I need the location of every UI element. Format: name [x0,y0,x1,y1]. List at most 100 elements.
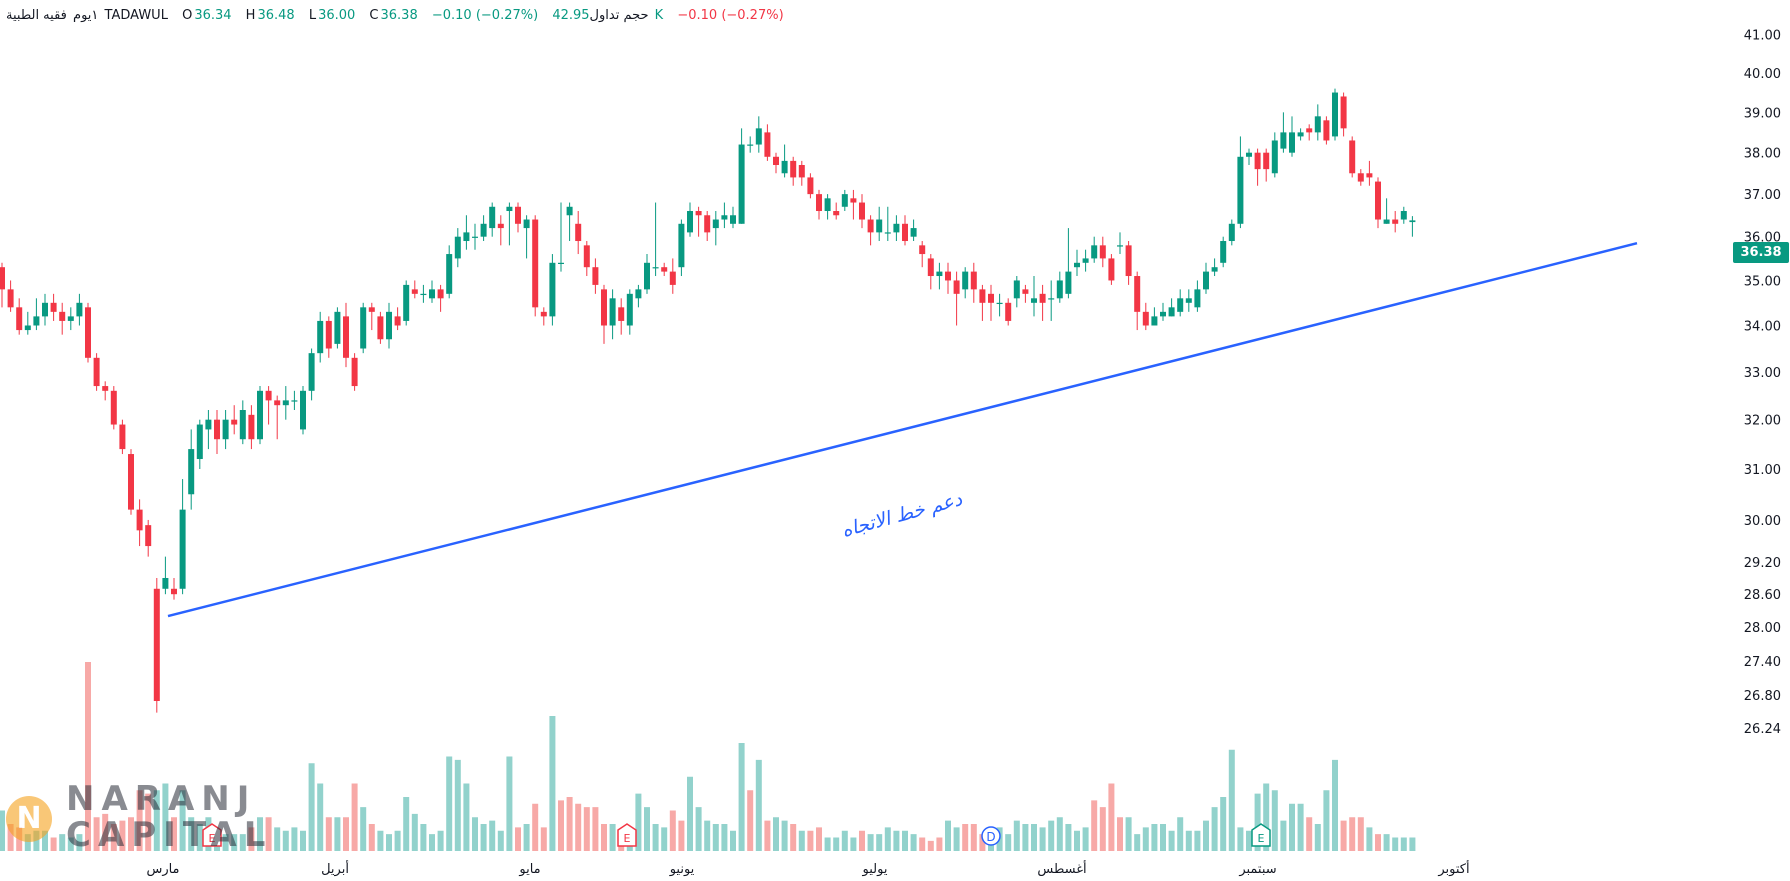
volume-bar [927,840,934,851]
dividend-marker-letter: D [986,830,995,844]
volume-bar [188,817,195,851]
candle-body [1031,298,1037,303]
candle-body [472,236,478,238]
candle-body [334,311,341,344]
volume-bar [1297,803,1304,851]
candle-body [764,132,771,157]
volume-bar [50,837,57,851]
volume-bar [1177,817,1184,851]
volume-bar [910,834,917,851]
close-label: C [369,8,379,23]
candle-body [1271,140,1278,174]
change-value: −0.10 (−0.27%) [431,8,539,23]
candle [136,499,143,547]
candle [764,124,771,161]
candle [179,479,186,595]
support-trendline[interactable] [167,241,1638,618]
candle [119,419,126,455]
candle-body [592,267,599,285]
volume-bar [1289,803,1295,851]
candle-body [33,316,40,326]
candle [325,316,332,358]
candle-body [222,419,229,440]
candle [171,577,177,600]
candle [110,386,117,430]
high-label: H [245,8,256,23]
candle-body [394,316,401,326]
volume-bar [592,807,599,851]
candle [231,405,238,435]
candle-body [1211,267,1218,272]
earnings-marker[interactable]: E [202,823,222,847]
candle-body [644,262,650,290]
candle-body [1332,92,1338,137]
volume-bar [850,837,857,851]
candle [523,215,530,259]
volume-bar [747,790,754,851]
candle-body [609,298,616,326]
candle [902,215,908,246]
candle-body [85,307,91,358]
candle [454,228,461,268]
price-tick-label: 34.00 [1744,319,1781,334]
candle-body [1117,245,1123,247]
candle-body [1375,181,1381,220]
candle [1194,280,1201,312]
candle-body [798,165,805,178]
candle-body [1306,128,1313,133]
candle [93,353,100,391]
time-axis[interactable]: مارس أبريل مايو يونيو يوليو أغسطس سبتمبر أكتوبر [146,860,1469,877]
candle-body [1246,152,1252,157]
price-tick-label: 26.80 [1744,689,1781,704]
candle [334,307,341,349]
price-tick-label: 37.00 [1744,188,1781,203]
month-tick-label: أبريل [321,860,349,877]
interval-label[interactable]: ١يوم [73,8,99,23]
candle-body [1142,311,1149,326]
trendline-group[interactable] [167,241,1638,618]
candle [1005,298,1012,326]
volume-bar [33,830,40,851]
candle [609,289,616,340]
candle [1185,289,1192,312]
dividend-marker[interactable]: D [981,826,1001,846]
candle-body [790,160,797,178]
candle-body [205,419,212,430]
candle-body [936,271,943,277]
candle-body [1340,96,1347,129]
volume-bar [919,837,926,851]
earnings-marker[interactable]: E [1251,823,1271,847]
logo-line1: NARANJ [66,779,257,819]
candle [188,429,195,510]
volume-bar [644,807,650,851]
candle-body [446,254,453,294]
earnings-marker[interactable]: E [617,823,637,847]
volume-bar [42,830,48,851]
candle-body [1349,140,1356,174]
candle [394,307,401,331]
price-axis[interactable]: 41.00 40.00 39.00 38.00 37.00 36.00 35.00 34.00… [1744,29,1781,737]
candle [128,449,134,515]
candle [1314,104,1321,141]
candle [755,116,762,153]
candle-body [618,307,625,321]
volume-bar [325,817,332,851]
candle [1160,302,1166,321]
volume-bar [429,834,435,851]
candle-body [119,424,126,450]
candle [437,284,444,312]
candle [463,215,470,250]
candle-body [257,390,263,440]
candle [678,219,685,277]
candle [24,311,31,335]
candle-body [919,245,926,255]
candle-body [343,316,349,358]
candle-body [360,307,367,349]
candle-body [196,424,203,460]
candle-body [927,258,934,277]
volume-bar [652,824,659,851]
candle-body [601,289,607,326]
candle [859,194,865,229]
